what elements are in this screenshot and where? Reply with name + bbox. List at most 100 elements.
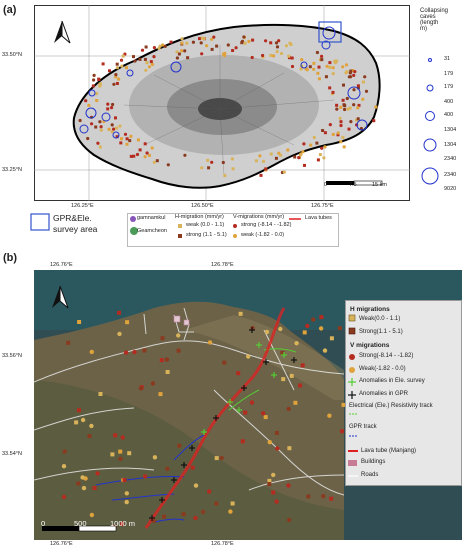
migration-marker xyxy=(180,49,184,53)
migration-marker xyxy=(144,45,148,49)
migration-marker xyxy=(180,41,184,45)
migration-marker xyxy=(374,105,378,109)
migration-marker xyxy=(349,69,353,73)
migration-marker xyxy=(210,47,214,51)
migration-marker xyxy=(108,69,111,73)
legend-b xyxy=(345,300,462,486)
migration-marker xyxy=(118,124,122,128)
legend-h-strong: strong (1.1 - 5.1) xyxy=(186,232,227,238)
migration-marker xyxy=(348,106,352,110)
migration-marker xyxy=(149,60,153,64)
ele-anomaly-marker xyxy=(256,342,262,348)
migration-marker xyxy=(342,145,346,149)
gpr-anomaly-marker xyxy=(213,415,219,421)
migration-marker xyxy=(176,333,181,338)
migration-marker xyxy=(243,410,248,415)
lon-tick-a-2: 126.50°E xyxy=(191,203,214,209)
migration-marker xyxy=(125,142,129,146)
migration-marker xyxy=(80,475,85,480)
migration-marker xyxy=(324,75,328,79)
migration-marker xyxy=(199,41,203,45)
migration-marker xyxy=(142,474,148,479)
migration-marker xyxy=(124,491,129,496)
migration-marker xyxy=(89,512,95,518)
migration-marker xyxy=(267,440,272,445)
migration-marker xyxy=(114,73,118,77)
migration-marker xyxy=(342,103,346,107)
migration-marker xyxy=(163,44,167,49)
migration-marker xyxy=(275,50,279,54)
migration-marker xyxy=(339,123,343,128)
migration-marker xyxy=(99,128,103,132)
legend-b-v-title: V migrations xyxy=(350,342,390,349)
migration-marker xyxy=(275,45,280,49)
migration-marker xyxy=(110,106,114,110)
migration-marker xyxy=(355,118,358,122)
migration-marker xyxy=(129,134,133,138)
migration-marker xyxy=(87,434,92,439)
migration-marker xyxy=(353,70,357,74)
cave-size-3a: 400 xyxy=(444,112,454,118)
lon-tick-b-bot-1: 126.76°E xyxy=(50,541,73,547)
migration-marker xyxy=(320,54,324,59)
migration-marker xyxy=(303,163,306,167)
migration-marker xyxy=(329,336,334,341)
migration-marker xyxy=(279,153,283,157)
migration-marker xyxy=(327,413,332,418)
collapsing-caves xyxy=(79,26,368,139)
migration-marker xyxy=(274,430,279,435)
migration-marker xyxy=(352,73,356,77)
migration-marker xyxy=(339,120,343,124)
migration-marker xyxy=(352,88,356,92)
ele-anomaly-marker xyxy=(201,429,207,435)
caves-legend-title-3: (length xyxy=(420,20,439,26)
migration-marker xyxy=(333,61,337,65)
migration-marker xyxy=(107,127,111,131)
migration-marker xyxy=(277,39,281,43)
migration-marker xyxy=(90,122,94,126)
migration-marker xyxy=(228,509,233,514)
migration-marker xyxy=(112,127,116,131)
migration-marker xyxy=(258,154,262,158)
survey-area-box xyxy=(318,21,342,43)
migration-marker xyxy=(117,77,121,81)
legend-b-v-weak: Weak(-1.82 - 0.0) xyxy=(359,366,406,372)
migration-marker xyxy=(221,160,225,165)
migration-marker xyxy=(200,52,204,56)
migration-marker xyxy=(96,141,100,145)
lat-tick-a-2: 33.25°N xyxy=(2,167,22,173)
gpr-anomaly-marker xyxy=(149,515,155,521)
migration-marker xyxy=(322,156,326,160)
migration-marker xyxy=(299,67,303,71)
legend-b-gpr-track: GPR track xyxy=(349,424,377,430)
migration-marker xyxy=(78,118,82,123)
migration-marker xyxy=(226,43,230,47)
migration-marker xyxy=(143,155,147,159)
cave-size-5b: 9020 xyxy=(444,186,457,192)
migration-marker xyxy=(165,370,170,374)
migration-marker xyxy=(242,35,246,39)
migration-marker xyxy=(121,54,125,58)
migration-marker xyxy=(264,329,270,335)
migration-marker xyxy=(161,43,165,47)
scale-bar-b xyxy=(42,525,117,532)
migration-marker xyxy=(287,54,291,58)
migration-marker xyxy=(101,62,105,66)
scale-b-end: 1000 m xyxy=(110,519,136,528)
migration-marker xyxy=(251,38,255,42)
migration-marker xyxy=(231,49,235,52)
migration-marker xyxy=(89,423,94,429)
migration-marker xyxy=(331,66,335,70)
roads xyxy=(34,307,345,496)
migration-marker xyxy=(207,489,212,494)
cave-size-3b: 1304 xyxy=(444,127,457,133)
migration-marker xyxy=(62,449,67,454)
migration-marker xyxy=(200,36,204,40)
cave-size-4a: 1304 xyxy=(444,142,457,148)
migration-marker xyxy=(175,56,179,60)
legend-b-ele-track: Electrical (Ele.) Resistivity track xyxy=(349,403,433,409)
caves-legend: Collapsing caves (length m) xyxy=(420,8,466,32)
migration-marker xyxy=(98,120,102,124)
legend-v-weak: weak (-1.82 - 0.0) xyxy=(241,232,285,238)
gpr-anomaly-marker xyxy=(181,462,187,468)
